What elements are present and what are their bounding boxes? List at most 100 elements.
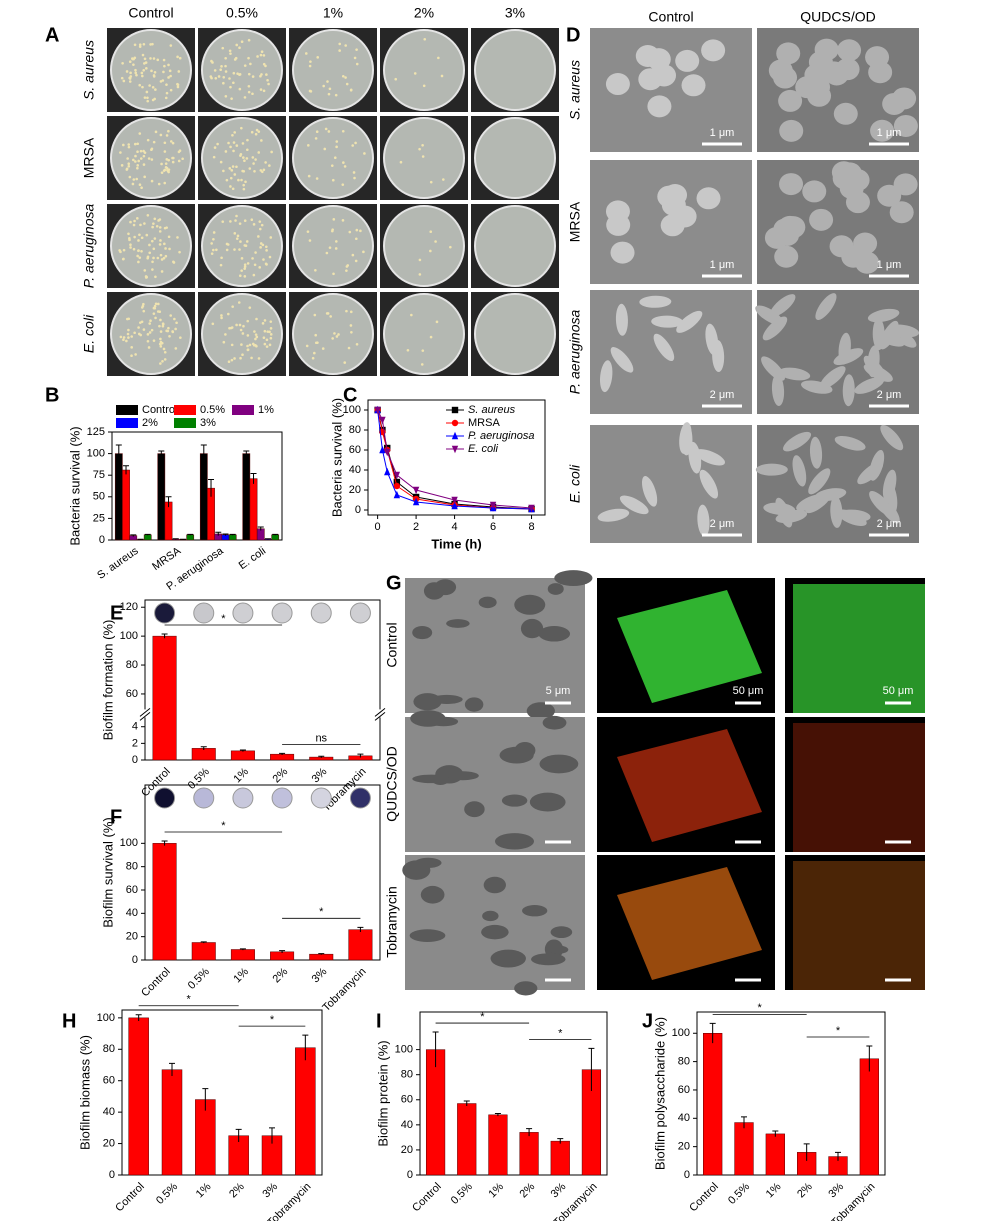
y-tick-label: 20 xyxy=(126,931,138,943)
bar xyxy=(859,1058,879,1176)
colony xyxy=(255,335,259,339)
colony xyxy=(159,253,163,257)
colony xyxy=(168,247,171,251)
colony xyxy=(127,232,130,236)
colony xyxy=(143,96,147,99)
colony xyxy=(163,141,167,145)
colony xyxy=(148,243,151,247)
cell xyxy=(815,293,837,321)
colony xyxy=(226,243,230,246)
colony xyxy=(259,53,263,57)
column-header: 1% xyxy=(323,5,343,21)
colony xyxy=(227,360,231,364)
colony xyxy=(354,141,357,145)
colony xyxy=(345,269,348,272)
y-tick-label: 100 xyxy=(343,404,361,416)
colony xyxy=(136,217,139,220)
colony xyxy=(254,333,258,336)
cell xyxy=(619,495,649,515)
y-tick-label: 60 xyxy=(126,884,138,896)
colony xyxy=(152,57,156,60)
row-label: P. aeruginosa xyxy=(567,309,583,394)
x-tick-label: 0.5% xyxy=(186,966,212,992)
colony xyxy=(210,242,213,245)
colony xyxy=(331,178,335,182)
bar xyxy=(348,929,373,961)
colony xyxy=(238,248,241,251)
colony xyxy=(142,309,146,313)
colony xyxy=(230,343,234,347)
significance-label: * xyxy=(836,1025,841,1037)
colony xyxy=(130,346,133,349)
pore xyxy=(464,697,484,712)
error-bar xyxy=(200,444,207,463)
cell xyxy=(869,490,893,516)
colony xyxy=(120,76,124,80)
colony xyxy=(219,68,222,72)
colony xyxy=(326,80,329,83)
colony xyxy=(159,133,163,137)
colony xyxy=(241,332,245,335)
colony xyxy=(362,250,365,254)
colony xyxy=(264,161,267,164)
colony xyxy=(418,273,422,276)
colony xyxy=(338,42,342,46)
sem-image xyxy=(590,425,752,543)
colony xyxy=(164,162,168,165)
colony xyxy=(341,183,345,186)
colony xyxy=(132,247,136,251)
bar xyxy=(164,501,173,541)
cell xyxy=(771,374,785,407)
colony xyxy=(265,338,269,342)
colony xyxy=(157,302,160,306)
column-header: Control xyxy=(128,5,173,21)
cell xyxy=(635,44,660,67)
colony xyxy=(242,187,246,191)
colony xyxy=(243,263,247,266)
error-bar xyxy=(357,753,364,758)
colony xyxy=(429,180,433,184)
colony xyxy=(158,324,161,328)
colony xyxy=(129,75,133,78)
bar xyxy=(242,453,251,541)
colony xyxy=(163,358,167,361)
colony xyxy=(355,342,359,346)
bar xyxy=(122,469,130,541)
y-tick-label: 20 xyxy=(401,1144,413,1156)
x-tick-label: 4 xyxy=(452,521,458,533)
colony xyxy=(262,258,265,261)
colony xyxy=(222,81,225,85)
colony xyxy=(165,134,169,137)
legend-label: S. aureus xyxy=(468,404,516,416)
colony xyxy=(127,165,131,168)
colony xyxy=(143,57,147,61)
colony xyxy=(261,322,265,325)
biofilm-section xyxy=(793,723,925,852)
colony xyxy=(129,243,132,247)
colony xyxy=(420,363,424,366)
plate xyxy=(474,205,556,287)
colony xyxy=(169,140,173,143)
significance-label: * xyxy=(221,820,226,832)
y-tick-label: 4 xyxy=(132,721,138,733)
bar xyxy=(114,453,123,541)
colony xyxy=(253,330,256,333)
x-tick-label: 3% xyxy=(549,1181,569,1201)
colony xyxy=(240,343,243,346)
well-photo xyxy=(349,787,371,809)
colony xyxy=(122,248,126,252)
y-tick-label: 0 xyxy=(99,534,105,546)
colony xyxy=(260,223,264,227)
colony xyxy=(159,239,162,242)
colony xyxy=(229,52,232,55)
error-bar xyxy=(357,926,364,932)
colony xyxy=(313,351,316,355)
colony xyxy=(167,326,170,330)
colony xyxy=(268,343,272,347)
marker xyxy=(489,501,497,510)
colony xyxy=(328,246,332,249)
colony xyxy=(141,53,145,57)
colony xyxy=(133,56,137,60)
colony xyxy=(169,314,173,317)
colony xyxy=(421,155,425,158)
